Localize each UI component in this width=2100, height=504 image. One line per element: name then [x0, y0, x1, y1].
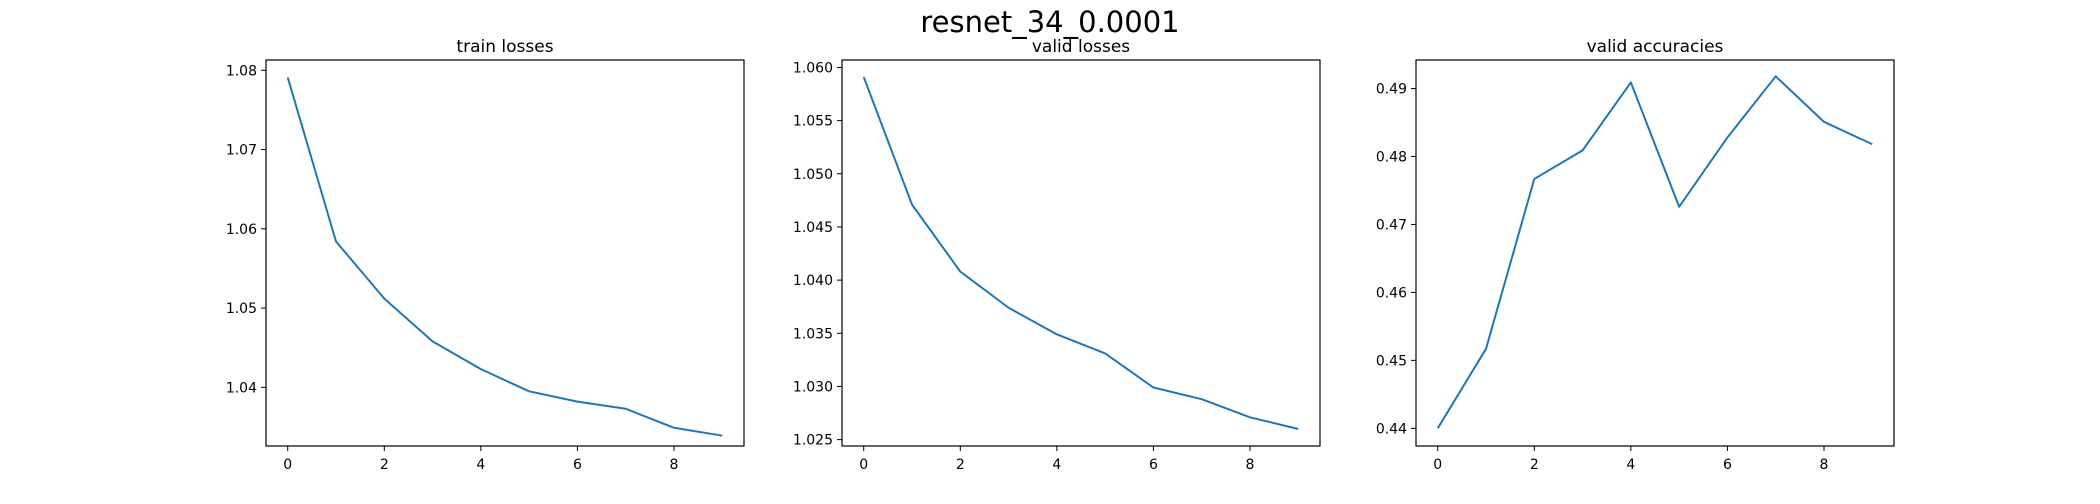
figure-title: resnet_34_0.0001 — [920, 5, 1180, 39]
x-tick-label: 2 — [1530, 457, 1539, 473]
x-tick-label: 2 — [380, 457, 389, 473]
y-tick-label: 0.47 — [1376, 217, 1407, 233]
y-tick-label: 1.030 — [793, 379, 833, 395]
y-tick-label: 0.46 — [1376, 285, 1407, 301]
y-tick-label: 0.48 — [1376, 150, 1407, 166]
series-line — [1436, 75, 1873, 429]
chart-panel-2: valid losses 0 2 4 6 8 1.025 1.030 1.035 1.040 1.0… — [793, 37, 1321, 473]
x-tick-label: 2 — [956, 457, 965, 473]
y-tick-label: 1.055 — [793, 114, 833, 130]
y-tick-label: 1.045 — [793, 220, 833, 236]
x-tick-label: 0 — [1433, 457, 1442, 473]
y-tick-label: 1.050 — [793, 167, 833, 183]
axes-frame — [1415, 59, 1895, 447]
x-tick-label: 4 — [1626, 457, 1635, 473]
x-tick-label: 4 — [1052, 457, 1061, 473]
y-tick-label: 0.45 — [1376, 353, 1407, 369]
x-tick-label: 6 — [573, 457, 582, 473]
axes-frame — [265, 59, 745, 447]
chart-title: valid accuracies — [1587, 37, 1724, 57]
axes-frame — [841, 59, 1321, 447]
y-tick-label: 1.08 — [226, 63, 257, 79]
x-tick-label: 8 — [670, 457, 679, 473]
y-tick-label: 0.49 — [1376, 82, 1407, 98]
y-tick-label: 1.05 — [226, 301, 257, 317]
x-tick-label: 8 — [1246, 457, 1255, 473]
y-tick-label: 1.060 — [793, 60, 833, 76]
y-tick-label: 1.025 — [793, 433, 833, 449]
x-tick-label: 0 — [859, 457, 868, 473]
chart-title: valid losses — [1032, 37, 1130, 57]
series-line — [862, 76, 1299, 430]
series-line — [286, 77, 723, 437]
y-tick-label: 1.04 — [226, 380, 257, 396]
x-tick-label: 8 — [1820, 457, 1829, 473]
x-tick-label: 0 — [283, 457, 292, 473]
chart-title: train losses — [456, 37, 553, 57]
y-tick-label: 1.06 — [226, 222, 257, 238]
chart-panel-3: valid accuracies 0 2 4 6 8 0.44 0.45 0.46 0.47 0.4… — [1376, 37, 1895, 473]
y-tick-label: 1.07 — [226, 143, 257, 159]
y-tick-label: 0.44 — [1376, 421, 1407, 437]
chart-panel-1: train losses 0 2 4 6 8 1.04 1.05 1.06 1.07 1.08 — [226, 37, 745, 473]
x-tick-label: 4 — [476, 457, 485, 473]
x-tick-label: 6 — [1149, 457, 1158, 473]
x-tick-label: 6 — [1723, 457, 1732, 473]
y-tick-label: 1.035 — [793, 326, 833, 342]
y-tick-label: 1.040 — [793, 273, 833, 289]
